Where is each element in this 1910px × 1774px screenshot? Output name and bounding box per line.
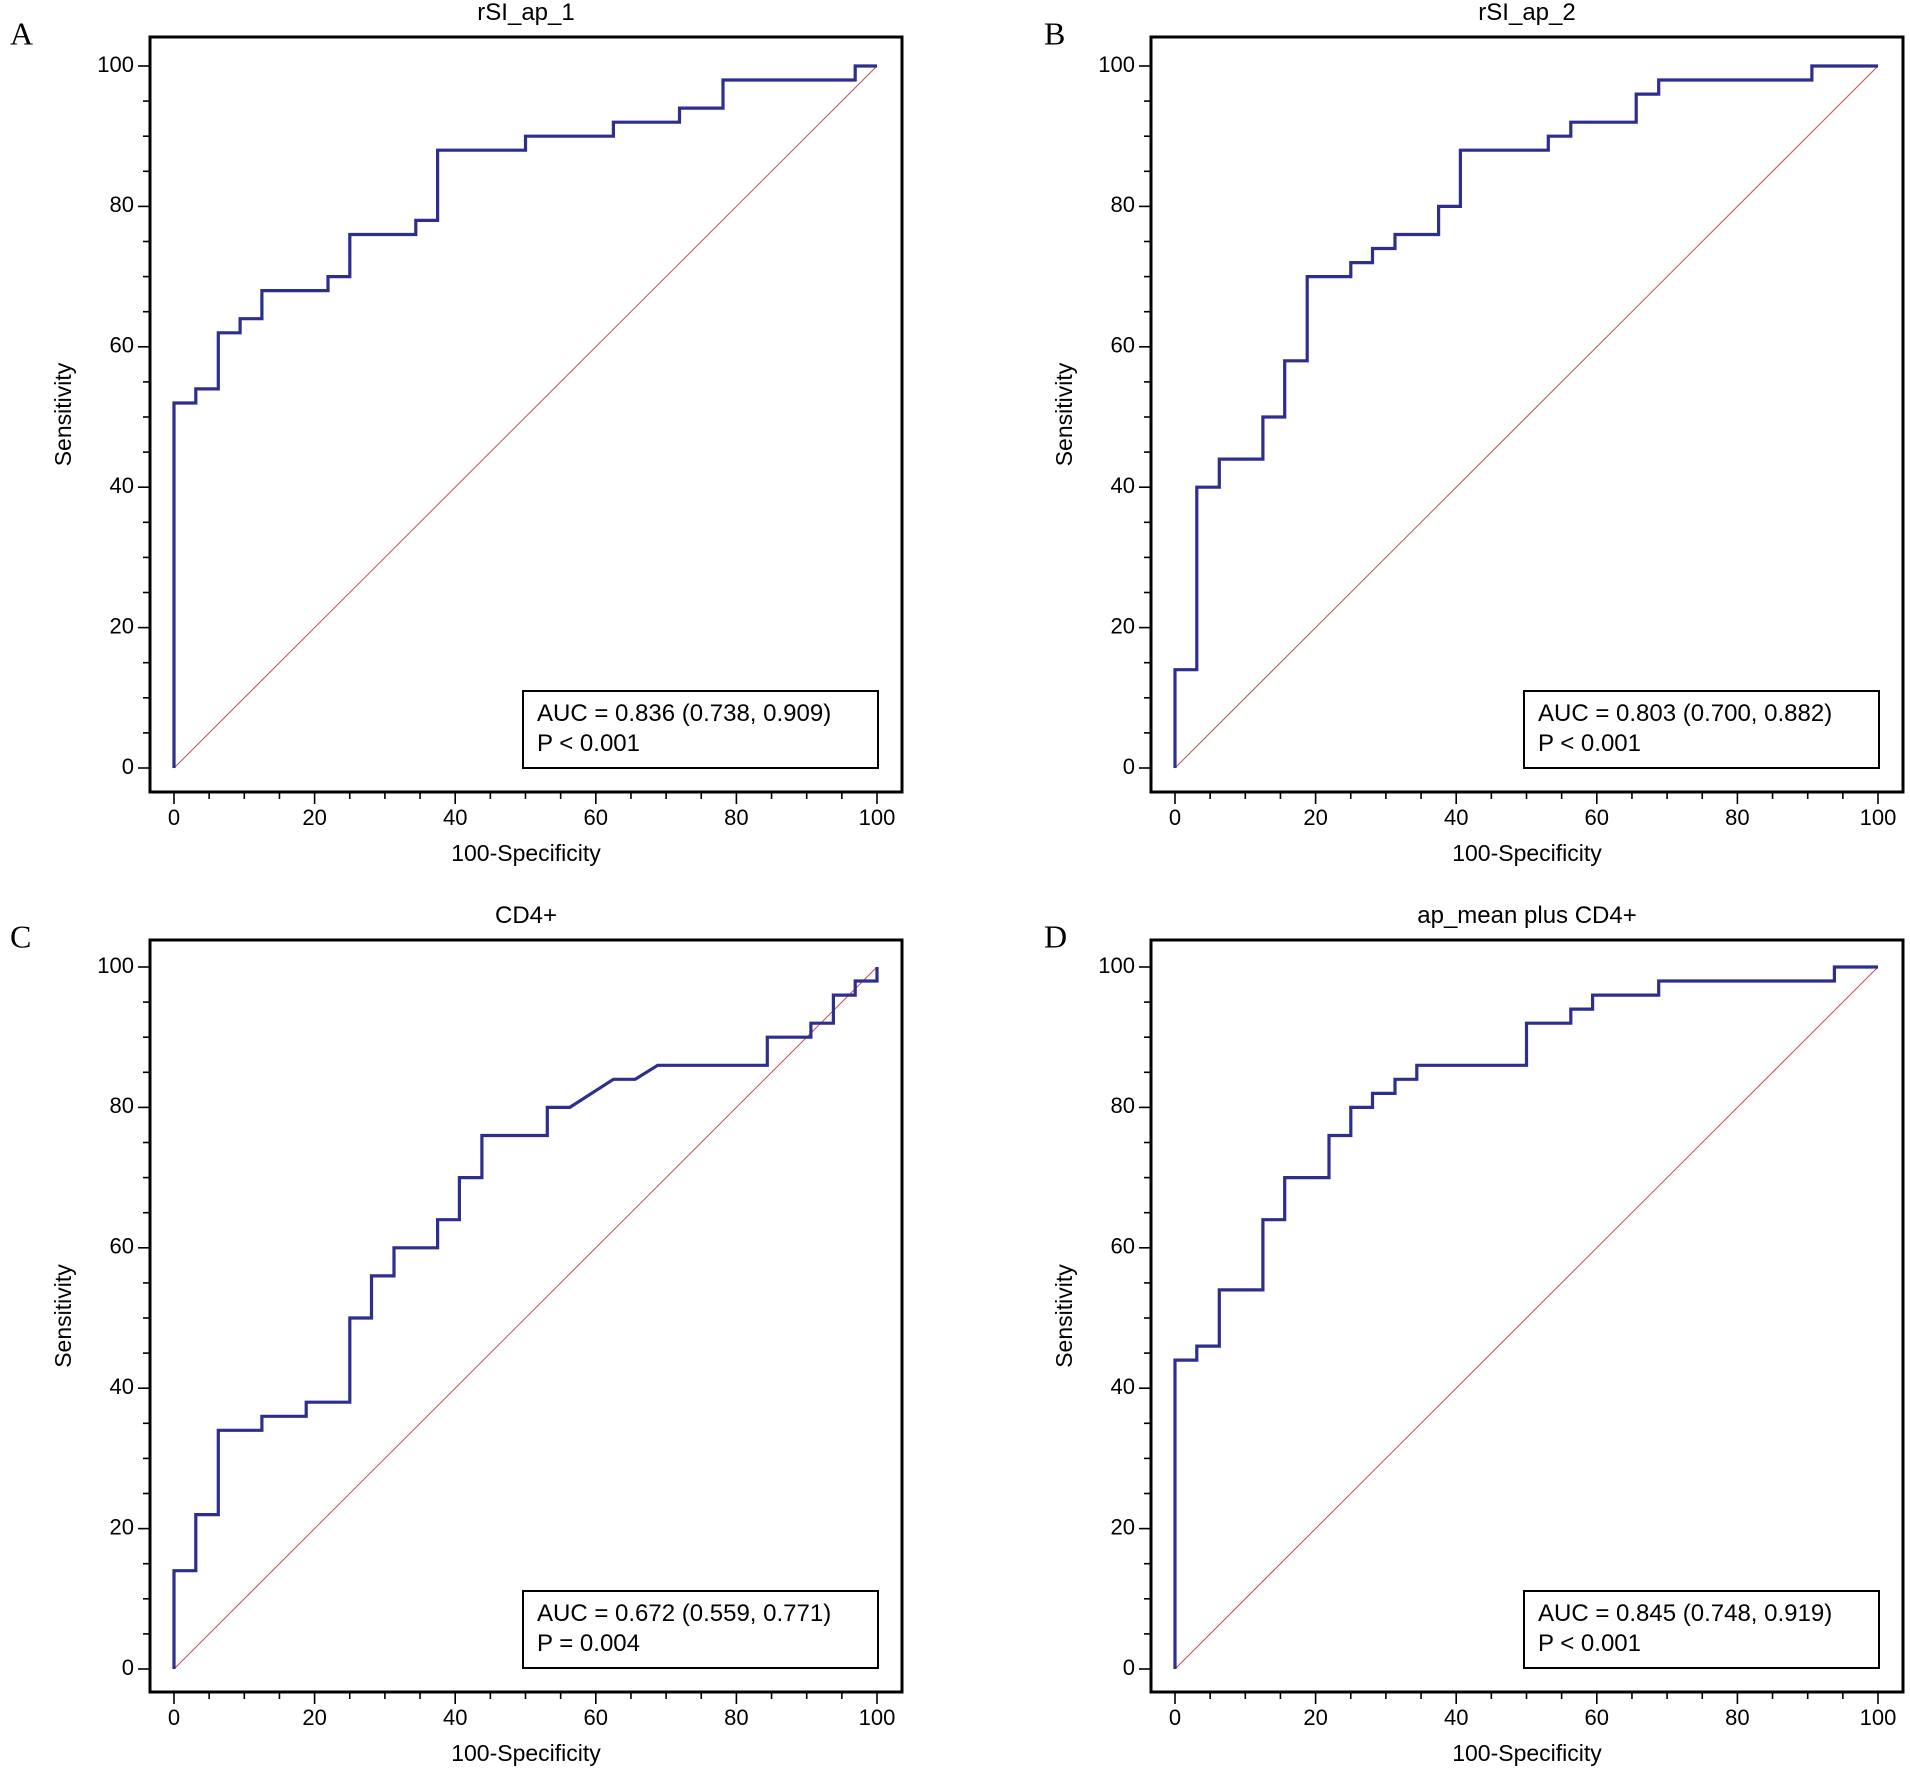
auc-annotation-box	[522, 690, 879, 769]
x-axis-label: 100-Specificity	[1452, 1740, 1602, 1766]
y-tick-label: 0	[1123, 754, 1135, 779]
chart-title: ap_mean plus CD4+	[1417, 902, 1636, 929]
y-tick-label: 40	[110, 473, 134, 498]
y-tick-label: 60	[1111, 333, 1135, 358]
auc-text: AUC = 0.845 (0.748, 0.919)	[1538, 1600, 1832, 1627]
y-tick-label: 100	[97, 953, 134, 978]
y-tick-label: 80	[1111, 1093, 1135, 1118]
x-tick-label: 40	[443, 805, 467, 830]
panel-letter: A	[10, 15, 33, 51]
x-tick-label: 20	[1303, 1705, 1327, 1730]
y-axis-label: Sensitivity	[50, 1264, 76, 1368]
y-tick-label: 100	[97, 52, 134, 77]
x-tick-label: 40	[443, 1705, 467, 1730]
p-value-text: P < 0.001	[1538, 730, 1641, 757]
chart-title: CD4+	[495, 902, 557, 929]
x-tick-label: 0	[1169, 805, 1181, 830]
y-tick-label: 80	[110, 1093, 134, 1118]
p-value-text: P < 0.001	[1538, 1630, 1641, 1657]
y-tick-label: 20	[110, 613, 134, 638]
roc-panel-d: Dap_mean plus CD4+ 0 20 40 60 80 100 0 20 40 60 80 1…	[1044, 902, 1905, 1766]
auc-annotation-box	[1523, 1590, 1880, 1669]
x-tick-label: 0	[168, 1705, 180, 1730]
y-tick-label: 60	[1111, 1234, 1135, 1259]
x-tick-label: 40	[1444, 805, 1468, 830]
y-tick-label: 80	[110, 192, 134, 217]
y-tick-label: 60	[110, 333, 134, 358]
chart-title: rSI_ap_1	[477, 0, 574, 26]
y-axis-label: Sensitivity	[1051, 362, 1077, 466]
auc-annotation-box	[522, 1590, 879, 1669]
x-tick-label: 0	[168, 805, 180, 830]
x-tick-label: 80	[724, 1705, 748, 1730]
chart-title: rSI_ap_2	[1478, 0, 1575, 26]
x-tick-label: 60	[584, 805, 608, 830]
x-tick-label: 80	[724, 805, 748, 830]
reference-line	[173, 65, 878, 769]
x-tick-label: 100	[859, 805, 896, 830]
y-tick-label: 100	[1098, 953, 1135, 978]
x-axis-label: 100-Specificity	[451, 840, 601, 866]
x-tick-label: 60	[584, 1705, 608, 1730]
x-tick-label: 80	[1725, 805, 1749, 830]
x-tick-label: 60	[1585, 805, 1609, 830]
y-tick-label: 20	[1111, 613, 1135, 638]
x-tick-label: 0	[1169, 1705, 1181, 1730]
roc-curve	[1173, 965, 1878, 1669]
panel-letter: C	[10, 918, 31, 954]
auc-text: AUC = 0.672 (0.559, 0.771)	[537, 1600, 831, 1627]
x-tick-label: 100	[859, 1705, 896, 1730]
y-axis-label: Sensitivity	[50, 362, 76, 466]
y-tick-label: 20	[110, 1514, 134, 1539]
x-tick-label: 80	[1725, 1705, 1749, 1730]
y-tick-label: 60	[110, 1234, 134, 1259]
y-tick-label: 40	[110, 1374, 134, 1399]
reference-line	[1174, 65, 1879, 769]
x-axis-label: 100-Specificity	[451, 1740, 601, 1766]
plot-frame	[148, 938, 904, 1694]
x-tick-label: 60	[1585, 1705, 1609, 1730]
p-value-text: P < 0.001	[537, 730, 640, 757]
y-tick-label: 0	[122, 754, 134, 779]
panel-letter: D	[1044, 918, 1067, 954]
auc-text: AUC = 0.836 (0.738, 0.909)	[537, 700, 831, 727]
roc-curve	[172, 64, 877, 768]
x-tick-label: 20	[1303, 805, 1327, 830]
y-axis-label: Sensitivity	[1051, 1264, 1077, 1368]
auc-annotation-box	[1523, 690, 1880, 769]
y-tick-label: 80	[1111, 192, 1135, 217]
x-tick-label: 40	[1444, 1705, 1468, 1730]
x-tick-label: 20	[302, 805, 326, 830]
x-tick-label: 20	[302, 1705, 326, 1730]
roc-panel-c: C CD4+ 0 20 40 60 80 100 0 20 40 60 80 100 100-Specifi…	[10, 902, 904, 1766]
y-tick-label: 0	[122, 1655, 134, 1680]
y-tick-label: 40	[1111, 473, 1135, 498]
y-tick-label: 100	[1098, 52, 1135, 77]
roc-curve	[172, 967, 879, 1669]
y-tick-label: 40	[1111, 1374, 1135, 1399]
auc-text: AUC = 0.803 (0.700, 0.882)	[1538, 700, 1832, 727]
panel-letter: B	[1044, 15, 1065, 51]
y-tick-label: 20	[1111, 1514, 1135, 1539]
roc-curve	[1173, 64, 1878, 768]
x-tick-label: 100	[1860, 1705, 1897, 1730]
x-tick-label: 100	[1860, 805, 1897, 830]
reference-line	[173, 966, 878, 1670]
p-value-text: P = 0.004	[537, 1630, 640, 1657]
y-tick-label: 0	[1123, 1655, 1135, 1680]
reference-line	[1174, 966, 1879, 1670]
x-axis-label: 100-Specificity	[1452, 840, 1602, 866]
